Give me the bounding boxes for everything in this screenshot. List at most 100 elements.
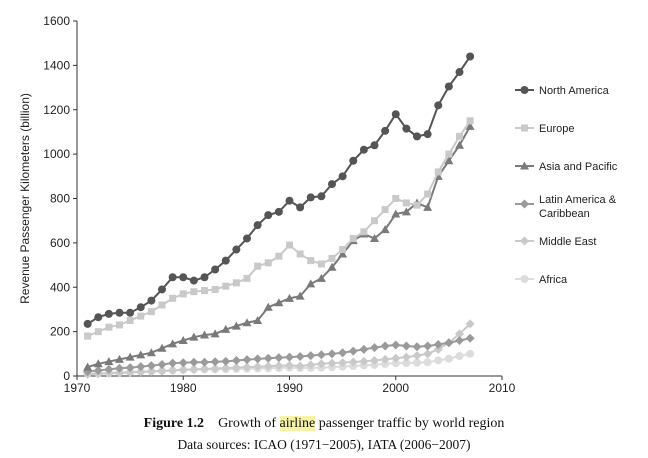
data-point (370, 343, 379, 353)
data-point (83, 362, 93, 371)
data-point (412, 351, 422, 361)
data-point (84, 332, 92, 340)
data-point (455, 329, 464, 339)
data-point (328, 254, 336, 262)
data-point (465, 121, 475, 130)
data-point (200, 273, 209, 282)
data-point (392, 195, 400, 202)
data-point (231, 321, 241, 330)
data-point (126, 308, 135, 317)
data-point (232, 279, 240, 287)
y-tick-label: 0 (63, 369, 70, 383)
data-point (306, 279, 316, 288)
data-point (211, 285, 219, 293)
data-point (381, 360, 390, 369)
legend-item: Europe (515, 123, 574, 135)
data-point (455, 336, 464, 345)
data-point (136, 367, 146, 377)
data-point (222, 282, 230, 290)
figure-caption: Figure 1.2 Growth of airline passenger t… (0, 416, 648, 432)
data-point (434, 356, 443, 365)
data-point (116, 321, 123, 329)
data-point (338, 358, 348, 368)
data-point (455, 352, 464, 361)
legend-label: Middle East (539, 236, 596, 248)
data-point (455, 68, 464, 77)
data-point (465, 319, 475, 329)
data-point (359, 356, 369, 366)
data-point (317, 192, 326, 201)
data-point (263, 361, 273, 371)
data-point (200, 357, 209, 367)
x-tick-label: 2000 (382, 381, 409, 395)
data-point (137, 312, 145, 320)
data-point (115, 354, 124, 363)
data-point (306, 351, 316, 361)
data-point (381, 206, 389, 214)
data-point (168, 339, 178, 348)
legend-label-continued: Caribbean (539, 208, 590, 220)
y-tick-label: 600 (50, 236, 70, 250)
data-point (413, 201, 421, 209)
chart: 0 200 400 600 800 1000 1200 1400 1600 1970 1980 199… (18, 14, 618, 395)
data-point (327, 349, 337, 359)
data-point (380, 354, 390, 364)
series-line (87, 125, 471, 369)
data-point (104, 309, 113, 318)
legend-marker (520, 86, 529, 94)
series-north-america (83, 52, 475, 328)
data-point (168, 365, 178, 375)
data-point (423, 341, 433, 351)
data-point (359, 145, 368, 154)
data-point (210, 363, 220, 373)
data-point (104, 357, 114, 366)
data-point (274, 353, 284, 363)
data-point (146, 367, 156, 377)
data-point (466, 52, 475, 61)
data-point (105, 323, 113, 331)
data-point (210, 357, 220, 367)
data-point (94, 313, 103, 322)
data-point (115, 308, 124, 317)
data-point (178, 365, 188, 375)
legend-item: Middle East (515, 236, 596, 248)
data-point (306, 193, 315, 202)
data-point (412, 342, 422, 352)
data-point (189, 332, 199, 341)
legend-label: Europe (539, 123, 574, 135)
data-point (221, 256, 230, 265)
data-point (391, 110, 400, 119)
data-sources: Data sources: ICAO (1971−2005), IATA (20… (177, 437, 471, 452)
data-point (157, 366, 167, 376)
data-point (338, 348, 348, 358)
data-point (115, 363, 124, 373)
data-point (465, 333, 475, 343)
data-point (253, 362, 263, 372)
data-point (242, 355, 252, 365)
data-point (306, 360, 316, 370)
data-point (179, 290, 187, 298)
data-point (136, 350, 146, 359)
data-point (125, 363, 135, 373)
y-tick-label: 200 (50, 325, 70, 339)
data-point (83, 319, 92, 328)
data-point (349, 234, 357, 242)
data-point (295, 351, 305, 361)
data-point (221, 356, 231, 366)
data-point (348, 357, 358, 367)
data-point (285, 293, 294, 302)
data-point (201, 287, 208, 295)
data-point (328, 180, 336, 189)
data-point (444, 354, 453, 363)
data-point (316, 359, 326, 369)
data-point (423, 130, 432, 139)
data-point (444, 156, 454, 165)
x-tick-label: 1990 (276, 381, 303, 395)
data-point (402, 359, 411, 368)
data-point (189, 364, 199, 374)
data-point (307, 257, 315, 265)
series-europe (84, 117, 474, 340)
data-point (285, 196, 294, 205)
x-tick-label: 2010 (489, 381, 516, 395)
data-point (285, 360, 294, 370)
